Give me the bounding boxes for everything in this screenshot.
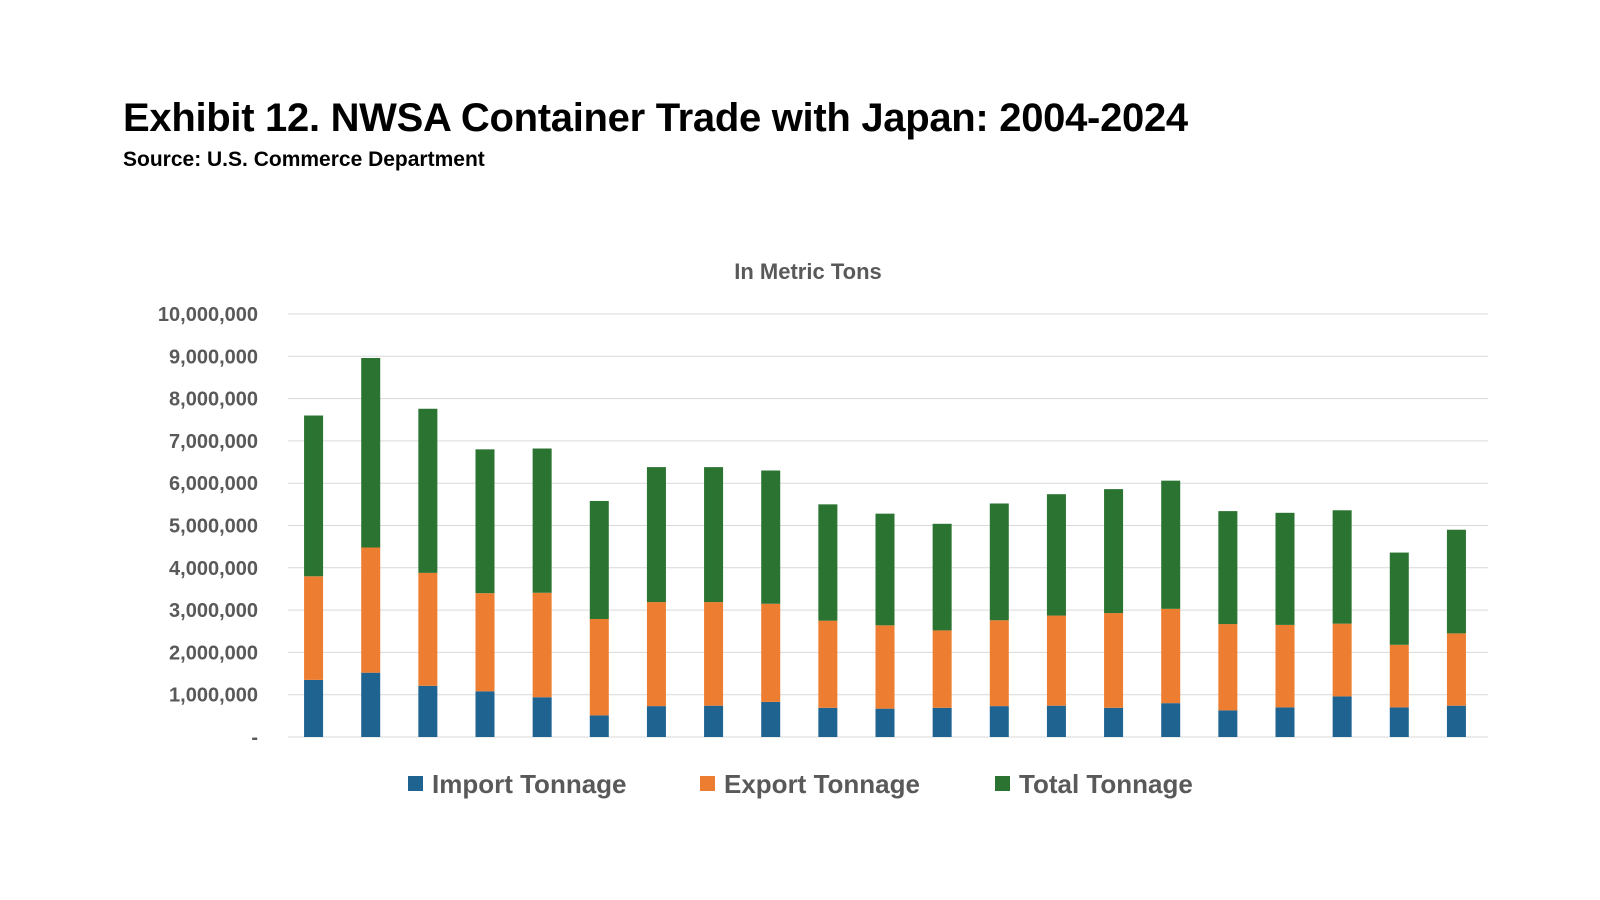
legend: Import Tonnage Export Tonnage Total Tonnag…	[408, 769, 1193, 799]
bar-segment-import-tonnage	[532, 697, 552, 737]
bar-segment-import-tonnage	[704, 705, 724, 737]
bar-segment-export-tonnage	[704, 602, 724, 706]
bar-segment-total-tonnage	[1332, 510, 1352, 624]
y-tick-label: 2,000,000	[169, 642, 258, 664]
legend-swatch	[408, 776, 423, 791]
bar-segment-import-tonnage	[875, 708, 895, 737]
bar-segment-import-tonnage	[1104, 707, 1124, 737]
bar-segment-export-tonnage	[589, 618, 609, 716]
bar-segment-total-tonnage	[1104, 489, 1124, 614]
bar-segment-import-tonnage	[1046, 705, 1066, 737]
bar-segment-import-tonnage	[589, 715, 609, 737]
bar-segment-total-tonnage	[1218, 511, 1238, 625]
bar-segment-export-tonnage	[532, 592, 552, 698]
bar-segment-export-tonnage	[818, 620, 838, 708]
bar-segment-export-tonnage	[1046, 615, 1066, 706]
y-tick-label: 5,000,000	[169, 516, 258, 538]
bar-segment-export-tonnage	[361, 547, 381, 673]
bar-segment-total-tonnage	[761, 470, 781, 604]
bar-segment-import-tonnage	[989, 706, 1009, 737]
y-tick-label: 10,000,000	[158, 304, 258, 326]
bar-segment-import-tonnage	[1332, 696, 1352, 737]
exhibit-source: Source: U.S. Commerce Department	[123, 148, 485, 171]
bar-segment-total-tonnage	[1275, 512, 1295, 625]
bar-segment-import-tonnage	[361, 672, 381, 737]
y-axis-ticks: - 1,000,000 2,000,000 3,000,000 4,000,000 5,0…	[158, 304, 258, 749]
y-tick-label: 4,000,000	[169, 558, 258, 580]
bar-segment-export-tonnage	[1161, 608, 1181, 704]
bar-segment-total-tonnage	[932, 523, 952, 631]
bar-segment-total-tonnage	[875, 513, 895, 626]
bar-segment-total-tonnage	[361, 357, 381, 548]
bar-segment-total-tonnage	[704, 467, 724, 603]
bar-segment-export-tonnage	[1218, 624, 1238, 711]
bar-segment-total-tonnage	[818, 504, 838, 621]
bar-segment-import-tonnage	[1218, 710, 1238, 737]
bar-segment-total-tonnage	[304, 415, 324, 577]
bar-segment-export-tonnage	[875, 625, 895, 709]
bar-segment-total-tonnage	[1389, 552, 1409, 645]
bar-segment-total-tonnage	[1446, 529, 1466, 634]
legend-label: Total Tonnage	[1019, 769, 1193, 799]
y-tick-label: -	[251, 727, 258, 749]
bar-segment-export-tonnage	[1104, 613, 1124, 708]
bar-segment-total-tonnage	[418, 408, 438, 573]
bar-segment-export-tonnage	[1275, 624, 1295, 708]
bar-segment-import-tonnage	[1161, 703, 1181, 737]
y-tick-label: 9,000,000	[169, 346, 258, 368]
chart-title: In Metric Tons	[734, 259, 882, 284]
bar-segment-total-tonnage	[532, 448, 552, 593]
bar-segment-export-tonnage	[304, 576, 324, 680]
y-tick-label: 8,000,000	[169, 389, 258, 411]
bar-segment-import-tonnage	[646, 706, 666, 737]
bar-segment-total-tonnage	[1046, 494, 1066, 616]
bar-segment-export-tonnage	[1389, 644, 1409, 708]
legend-swatch	[995, 776, 1010, 791]
bar-segment-export-tonnage	[1332, 623, 1352, 697]
bar-segment-import-tonnage	[304, 679, 324, 737]
bar-segment-total-tonnage	[646, 467, 666, 603]
legend-label: Export Tonnage	[724, 769, 920, 799]
bars	[304, 357, 1466, 737]
bar-segment-import-tonnage	[1446, 705, 1466, 737]
bar-segment-import-tonnage	[818, 707, 838, 737]
bar-segment-export-tonnage	[989, 620, 1009, 707]
bar-segment-export-tonnage	[475, 593, 495, 692]
bar-segment-import-tonnage	[932, 707, 952, 737]
bar-segment-export-tonnage	[1446, 633, 1466, 706]
bar-segment-total-tonnage	[589, 500, 609, 619]
bar-segment-total-tonnage	[475, 449, 495, 594]
y-tick-label: 6,000,000	[169, 473, 258, 495]
bar-segment-export-tonnage	[932, 630, 952, 708]
bar-segment-export-tonnage	[761, 603, 781, 702]
bar-segment-import-tonnage	[475, 691, 495, 737]
bar-segment-import-tonnage	[761, 701, 781, 737]
exhibit-title: Exhibit 12. NWSA Container Trade with Ja…	[123, 96, 1188, 140]
bar-segment-export-tonnage	[646, 602, 666, 707]
bar-segment-import-tonnage	[1275, 707, 1295, 737]
legend-label: Import Tonnage	[432, 769, 627, 799]
bar-segment-total-tonnage	[989, 503, 1009, 621]
y-tick-label: 3,000,000	[169, 600, 258, 622]
bar-segment-import-tonnage	[1389, 707, 1409, 737]
bar-segment-import-tonnage	[418, 685, 438, 737]
legend-swatch	[700, 776, 715, 791]
y-tick-label: 7,000,000	[169, 431, 258, 453]
bar-segment-export-tonnage	[418, 572, 438, 686]
bar-segment-total-tonnage	[1161, 480, 1181, 609]
y-tick-label: 1,000,000	[169, 685, 258, 707]
